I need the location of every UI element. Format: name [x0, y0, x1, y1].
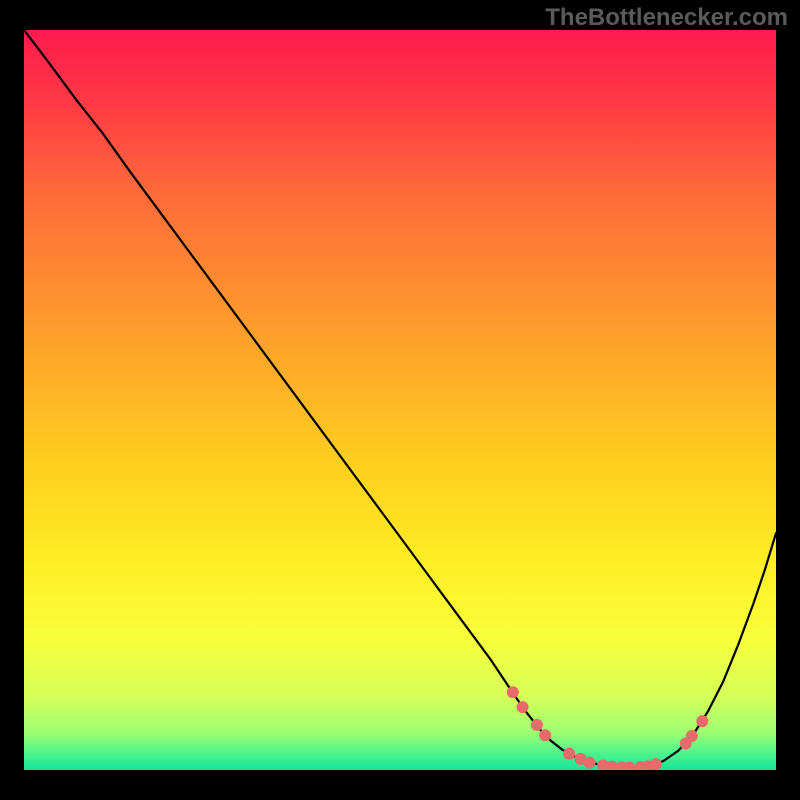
stage: TheBottlenecker.com — [0, 0, 800, 800]
plot-area — [24, 30, 776, 770]
marker-dot — [650, 758, 662, 770]
marker-dot — [507, 686, 519, 698]
marker-dot — [696, 715, 708, 727]
marker-dot — [563, 748, 575, 760]
marker-dot — [686, 730, 698, 742]
chart-background — [24, 30, 776, 770]
chart-svg — [24, 30, 776, 770]
marker-dot — [531, 719, 543, 731]
marker-dot — [539, 729, 551, 741]
marker-dot — [517, 701, 529, 713]
marker-dot — [584, 757, 596, 769]
watermark-text: TheBottlenecker.com — [545, 4, 788, 32]
